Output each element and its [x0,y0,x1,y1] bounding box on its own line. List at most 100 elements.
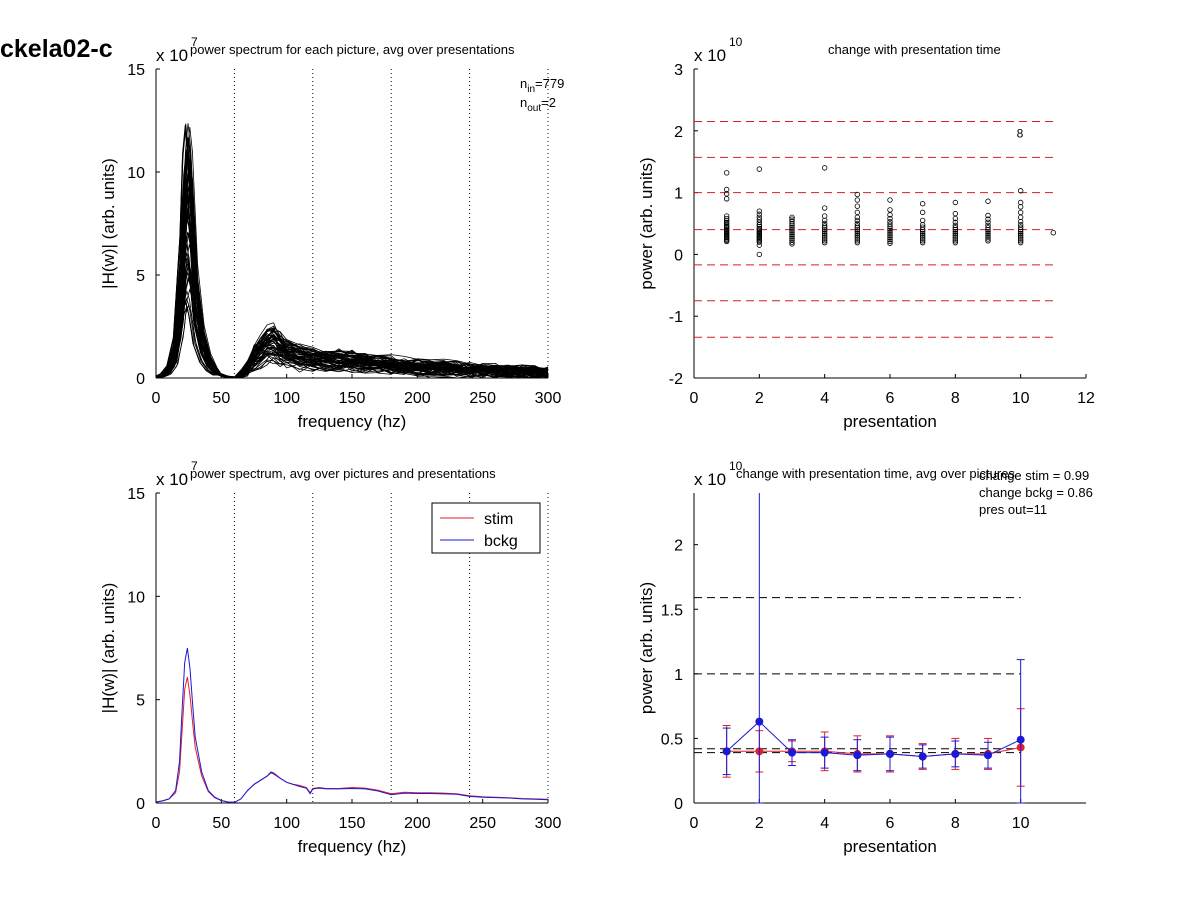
data-point [854,214,861,221]
data-point [952,225,959,231]
data-point-bckg [755,717,764,726]
data-point [821,230,828,237]
data-point [854,209,861,216]
picture-trace [155,154,548,379]
data-point [1017,214,1024,221]
y-axis-label: power (arb. units) [637,582,656,714]
data-point-bckg [722,747,731,756]
picture-trace [155,130,549,379]
exponent-label: x 10 [694,470,726,489]
x-axis-label: frequency (hz) [298,837,407,856]
data-point [985,236,991,242]
data-point [821,234,828,240]
x-tick-label: 2 [755,815,764,832]
exponent-power: 10 [729,459,743,473]
data-point [919,232,926,238]
data-point-bckg [951,749,960,758]
data-point [821,232,828,238]
data-point [821,165,828,171]
data-point [887,197,893,203]
data-point [789,214,795,221]
y-tick-label: 0 [136,371,145,388]
data-point [985,212,991,219]
y-tick-label: 5 [136,693,145,710]
data-point [1017,218,1024,225]
data-point [821,238,828,244]
data-point [1050,230,1057,236]
data-point [952,215,959,222]
data-point [919,228,926,235]
chart-title: power spectrum for each picture, avg ove… [190,42,515,57]
x-tick-label: 0 [690,815,699,832]
data-point [985,234,991,240]
data-point [985,226,991,233]
data-point [723,196,730,202]
picture-trace [155,253,549,379]
y-tick-label: -2 [669,371,683,388]
legend-box [431,502,541,554]
data-point [723,170,730,176]
data-point [854,225,861,231]
data-point-bckg [918,752,927,761]
data-point [952,219,959,225]
y-tick-label: 0 [136,796,145,813]
chart-title: power spectrum, avg over pictures and pr… [190,466,496,481]
x-axis-label: presentation [843,837,937,856]
legend-label-stim: stim [484,511,513,528]
data-point [854,238,861,244]
data-point [789,241,795,247]
data-point [919,238,926,244]
x-axis-label: frequency (hz) [298,412,407,431]
y-tick-label: 2 [674,124,683,141]
data-point [919,236,926,242]
y-tick-label: 15 [127,62,145,79]
data-point [887,235,893,241]
data-point [952,199,959,206]
page-title: ckela02-c [0,35,113,63]
data-point [952,238,959,244]
x-tick-label: 10 [1012,390,1030,407]
data-point-bckg [788,748,796,757]
data-point [723,186,730,193]
y-tick-label: 1 [674,667,683,684]
annotation-text: pres out=11 [979,502,1047,517]
data-point [854,203,861,209]
data-point [789,237,795,243]
data-point-bckg [886,749,894,758]
x-tick-label: 250 [469,390,496,407]
data-point [789,233,795,240]
picture-trace [158,159,549,378]
x-tick-label: 10 [1012,815,1030,832]
data-point [985,198,991,204]
picture-trace [158,167,549,379]
data-point [919,226,926,233]
picture-trace [155,172,549,378]
series-line-stim [155,676,549,803]
data-point [887,215,893,222]
picture-trace [158,192,549,378]
picture-trace [156,144,549,379]
data-point [789,230,795,236]
n-in-annotation: nin=779 [520,76,564,95]
data-point [789,220,795,227]
data-point [854,239,861,246]
exponent-power: 7 [191,459,198,473]
chart-title: change with presentation time, avg over … [736,466,1015,481]
y-tick-label: 2 [674,538,683,555]
y-tick-label: 10 [127,165,145,182]
picture-trace [155,144,549,379]
data-point-bckg [820,748,829,757]
x-tick-label: 300 [535,815,562,832]
x-tick-label: 4 [820,815,829,832]
y-tick-label: 1.5 [661,602,683,619]
x-tick-label: 100 [273,815,300,832]
data-point [854,223,861,229]
data-point [952,226,959,233]
data-point [1017,238,1024,244]
picture-trace [158,158,549,379]
data-point [887,240,893,246]
x-tick-label: 250 [469,815,496,832]
picture-trace [157,304,549,379]
data-point [985,232,991,238]
